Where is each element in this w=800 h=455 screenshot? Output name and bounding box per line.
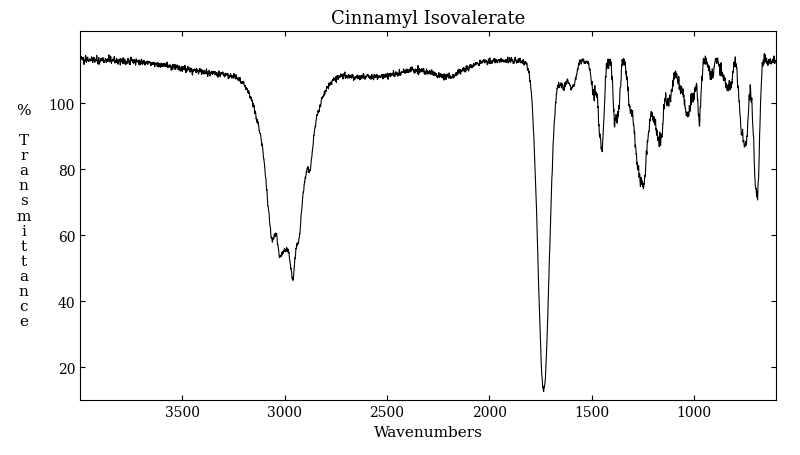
X-axis label: Wavenumbers: Wavenumbers [374, 425, 482, 439]
Title: Cinnamyl Isovalerate: Cinnamyl Isovalerate [331, 10, 525, 27]
Y-axis label: %

T
r
a
n
s
m
i
t
t
a
n
c
e: % T r a n s m i t t a n c e [17, 104, 31, 329]
